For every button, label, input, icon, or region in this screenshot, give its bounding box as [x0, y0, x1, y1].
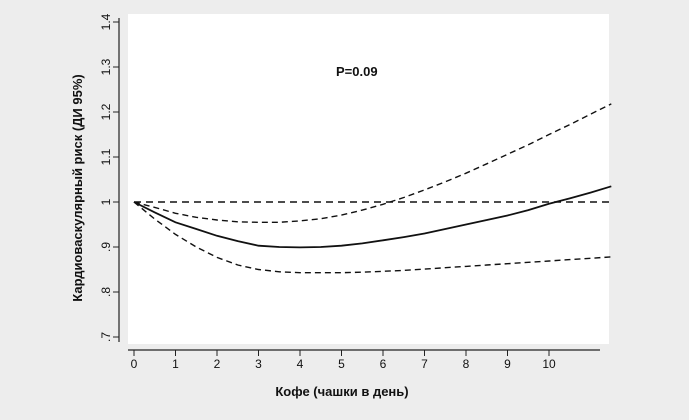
x-tick-label: 3 — [255, 357, 262, 371]
x-tick-label: 2 — [214, 357, 221, 371]
y-tick-label: .8 — [99, 287, 113, 297]
risk-curve — [133, 185, 612, 249]
plot-area — [128, 14, 609, 344]
x-tick-label: 1 — [172, 357, 179, 371]
x-tick-label: 6 — [380, 357, 387, 371]
x-tick-label: 0 — [131, 357, 138, 371]
x-tick-label: 8 — [463, 357, 470, 371]
x-tick-label: 9 — [504, 357, 511, 371]
y-tick-label: 1.1 — [99, 148, 113, 165]
x-axis-title: Кофе (чашки в день) — [275, 384, 408, 399]
x-tick-label: 5 — [338, 357, 345, 371]
y-tick-label: .7 — [99, 332, 113, 342]
y-axis-title: Кардиоваскулярный риск (ДИ 95%) — [70, 74, 85, 302]
x-tick-label: 7 — [421, 357, 428, 371]
p-value-annotation: P=0.09 — [336, 64, 378, 79]
series-group — [133, 103, 612, 274]
y-tick-label: 1.3 — [99, 58, 113, 75]
y-tick-label: 1.2 — [99, 103, 113, 120]
x-tick-label: 10 — [542, 357, 556, 371]
ci-curve-1 — [133, 103, 612, 223]
x-tick-label: 4 — [297, 357, 304, 371]
axes: 1.4 1.3 1.2 1.1 1 .9 .8 .7 0 1 2 3 4 5 6 7 8 9 10 — [99, 13, 600, 371]
y-tick-label: 1 — [99, 198, 113, 205]
y-tick-label: 1.4 — [99, 13, 113, 30]
y-tick-label: .9 — [99, 242, 113, 252]
